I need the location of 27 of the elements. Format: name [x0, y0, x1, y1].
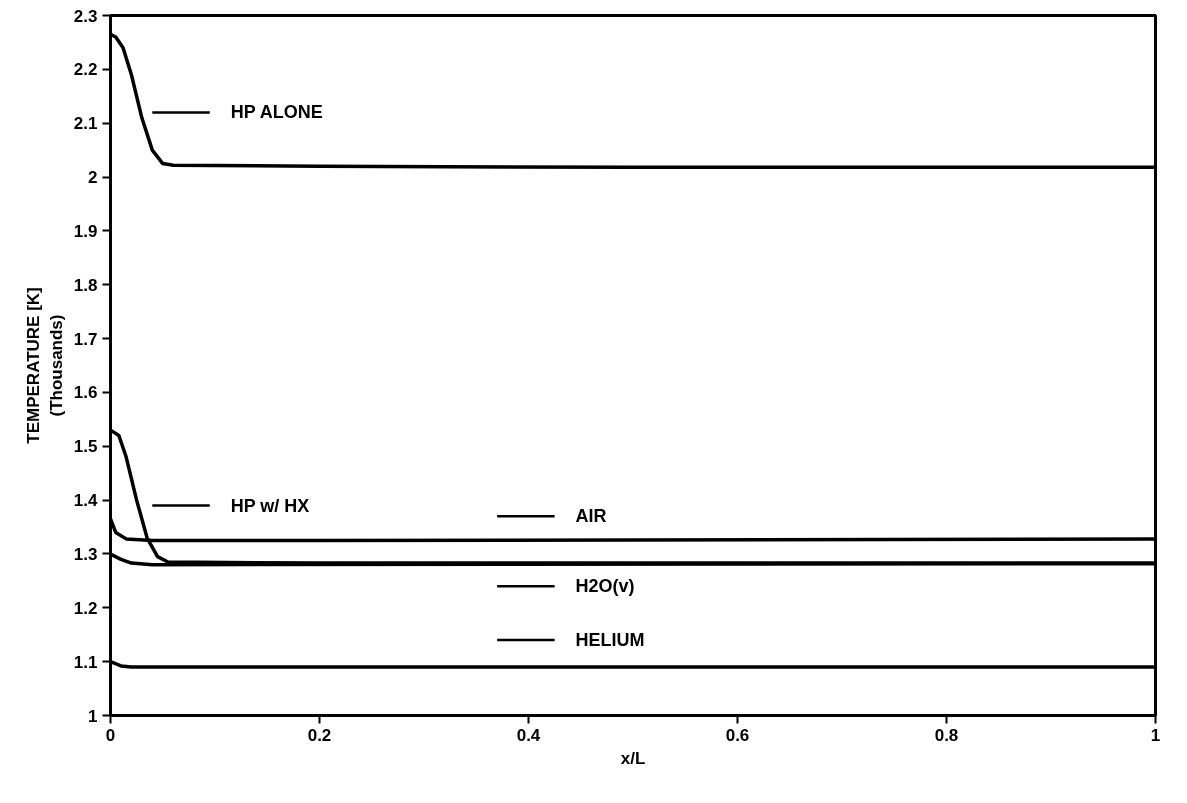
- y-tick-label: 1.9: [73, 221, 98, 241]
- legend-label: HP w/ HX: [230, 495, 310, 516]
- y-tick-label: 2: [88, 168, 98, 188]
- legend-label: HELIUM: [575, 630, 645, 651]
- x-tick-label: 0.2: [307, 725, 332, 745]
- y-tick-label: 1: [88, 706, 98, 726]
- legend-label: AIR: [575, 506, 607, 527]
- y-tick-label: 1.2: [73, 598, 98, 618]
- y-tick-label: 1.6: [73, 383, 98, 403]
- y-tick-label: 1.5: [73, 437, 98, 457]
- y-tick-label: 1.8: [73, 275, 98, 295]
- x-tick-label: 0.8: [934, 725, 959, 745]
- y-tick-label: 1.3: [73, 544, 98, 564]
- y-tick-label: 1.4: [73, 491, 99, 511]
- legend-label: H2O(v): [575, 576, 635, 597]
- x-tick-label: 1: [1150, 725, 1161, 745]
- y-tick-label: 1.1: [73, 652, 98, 672]
- y-tick-label: 2.3: [73, 6, 98, 26]
- y-tick-label: 2.2: [73, 60, 98, 80]
- x-tick-label: 0.6: [725, 725, 750, 745]
- y-axis-title: TEMPERATURE [K] (Thousands): [24, 287, 66, 444]
- x-tick-label: 0: [105, 725, 116, 745]
- x-tick-label: 0.4: [516, 725, 541, 745]
- y-tick-label: 2.1: [73, 114, 98, 134]
- y-tick-label: 1.7: [73, 329, 98, 349]
- legend-label: HP ALONE: [230, 102, 323, 123]
- x-axis-title: x/L: [620, 748, 646, 768]
